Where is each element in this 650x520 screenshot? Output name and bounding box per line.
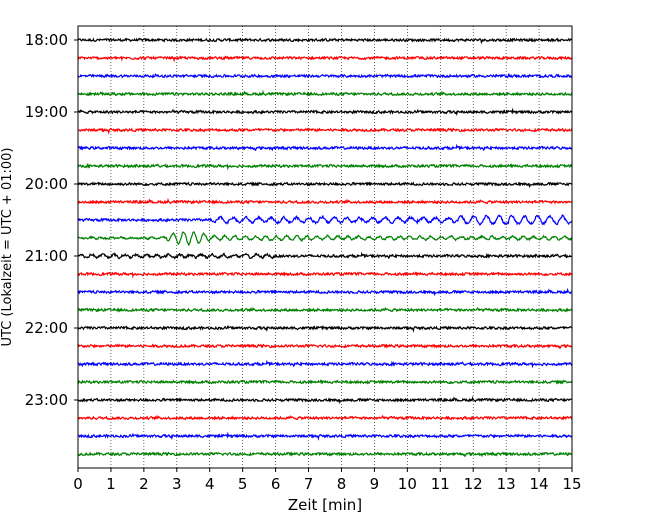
trace-2115 [77, 271, 573, 279]
trace-2015 [77, 197, 573, 205]
x-tick-label-2: 2 [139, 475, 149, 493]
x-tick-label-6: 6 [271, 475, 281, 493]
trace-2315 [77, 414, 573, 421]
x-axis-label: Zeit [min] [288, 496, 362, 514]
y-axis-label: UTC (Lokalzeit = UTC + 01:00) [0, 148, 15, 347]
trace-2330 [77, 431, 573, 441]
trace-1945 [77, 162, 573, 171]
trace-2300 [77, 395, 573, 405]
trace-1915 [77, 127, 573, 135]
trace-2200 [77, 325, 573, 333]
x-tick-label-5: 5 [238, 475, 248, 493]
x-tick-label-7: 7 [304, 475, 314, 493]
trace-2000 [77, 181, 573, 189]
trace-2345 [77, 451, 573, 458]
x-tick-label-12: 12 [464, 475, 483, 493]
trace-group [77, 37, 573, 458]
trace-2230 [77, 359, 573, 369]
x-tick-label-1: 1 [106, 475, 116, 493]
y-axis-ticks: 18:00 19:00 20:00 21:00 22:00 23:00 [25, 31, 78, 409]
x-tick-label-11: 11 [431, 475, 450, 493]
x-tick-label-13: 13 [497, 475, 516, 493]
trace-2100 [77, 251, 573, 260]
y-tick-label-2: 20:00 [25, 175, 68, 193]
y-tick-label-5: 23:00 [25, 391, 68, 409]
plot-frame [77, 25, 573, 469]
y-tick-label-3: 21:00 [25, 247, 68, 265]
trace-2215 [77, 343, 573, 350]
trace-1845 [77, 89, 573, 97]
x-tick-label-9: 9 [370, 475, 380, 493]
x-tick-label-10: 10 [398, 475, 417, 493]
x-tick-label-4: 4 [205, 475, 215, 493]
trace-1900 [77, 107, 573, 116]
trace-1830 [77, 73, 573, 79]
y-tick-label-4: 22:00 [25, 319, 68, 337]
y-tick-label-1: 19:00 [25, 103, 68, 121]
x-tick-label-3: 3 [172, 475, 182, 493]
y-tick-label-0: 18:00 [25, 31, 68, 49]
trace-1930 [77, 143, 573, 152]
trace-1815 [77, 55, 573, 63]
trace-2030 [77, 214, 573, 226]
x-tick-label-8: 8 [337, 475, 347, 493]
trace-2245 [77, 379, 573, 385]
x-tick-label-0: 0 [73, 475, 83, 493]
x-tick-label-14: 14 [530, 475, 549, 493]
trace-2130 [77, 287, 573, 297]
trace-2045 [77, 231, 573, 247]
trace-1800 [77, 37, 573, 45]
x-axis-ticks: 0 1 2 3 4 5 6 7 8 9 10 11 12 13 14 15 [73, 468, 582, 493]
trace-2145 [77, 306, 573, 313]
x-tick-label-15: 15 [562, 475, 581, 493]
